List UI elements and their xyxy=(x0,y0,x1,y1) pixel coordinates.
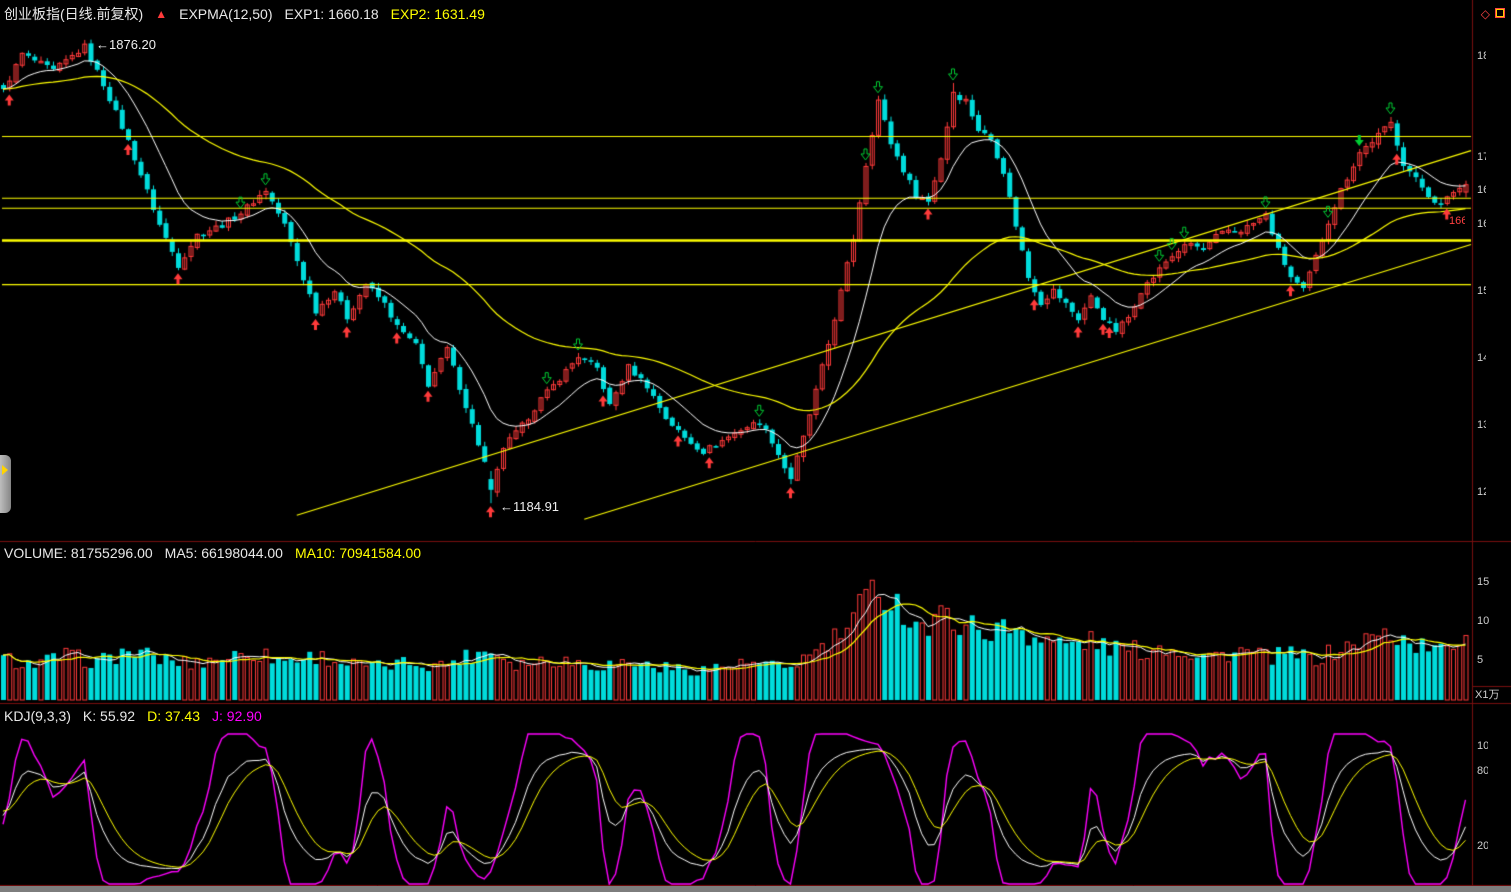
kdj-j-value: J: 92.90 xyxy=(212,708,262,724)
kdj-axis-label: 80 xyxy=(1477,765,1488,777)
price-axis-label: 1400 xyxy=(1477,352,1486,364)
kdj-d-value: D: 37.43 xyxy=(147,708,201,724)
kdj-indicator-name[interactable]: KDJ(9,3,3) xyxy=(4,708,71,724)
kdj-axis-label: 100 xyxy=(1477,740,1488,752)
exp1-value: EXP1: 1660.18 xyxy=(284,6,379,22)
volume-header: VOLUME: 81755296.00 MA5: 66198044.00 MA1… xyxy=(4,545,421,562)
indicator-name[interactable]: EXPMA(12,50) xyxy=(179,6,273,22)
volume-ma5-value: MA5: 66198044.00 xyxy=(164,545,283,561)
volume-unit-label: X1万 xyxy=(1475,689,1500,701)
price-axis-label: 1300 xyxy=(1477,419,1486,431)
price-axis-label: 1700 xyxy=(1477,151,1486,163)
volume-value[interactable]: VOLUME: 81755296.00 xyxy=(4,545,153,561)
window-icon[interactable] xyxy=(1495,8,1505,18)
volume-axis-label: 15 xyxy=(1477,576,1490,588)
price-axis-label: 1500 xyxy=(1477,285,1486,297)
volume-axis-label: 5 xyxy=(1477,654,1484,666)
kdj-axis-label: 20 xyxy=(1477,840,1488,852)
peak-annotation: ←1876.20 xyxy=(96,37,156,52)
expand-arrow-icon xyxy=(2,465,8,475)
last-price-tag: 1660.18 xyxy=(1449,215,1465,227)
kdj-header: KDJ(9,3,3) K: 55.92 D: 37.43 J: 92.90 xyxy=(4,708,262,725)
volume-ma10-value: MA10: 70941584.00 xyxy=(294,545,422,561)
price-axis-label: 1200 xyxy=(1477,486,1486,498)
up-arrow-icon: ▲ xyxy=(155,7,168,22)
main-chart-header: 创业板指(日线.前复权) ▲ EXPMA(12,50) EXP1: 1660.1… xyxy=(4,6,485,23)
diamond-icon[interactable]: ◇ xyxy=(1480,7,1490,21)
exp2-value: EXP2: 1631.49 xyxy=(390,6,485,22)
trough-annotation: ←1184.91 xyxy=(500,499,560,514)
corner-controls: ◇ xyxy=(1481,5,1505,22)
bottom-scrollbar[interactable] xyxy=(0,886,1511,892)
volume-axis-label: 10 xyxy=(1477,615,1490,627)
price-axis-label: 1650 xyxy=(1477,184,1486,196)
price-axis-label: 1850 xyxy=(1477,50,1486,62)
kdj-k-value: K: 55.92 xyxy=(82,708,136,724)
panel-expand-tab[interactable] xyxy=(0,455,11,513)
price-axis-label: 1600 xyxy=(1477,218,1486,230)
symbol-title[interactable]: 创业板指(日线.前复权) xyxy=(4,6,144,22)
